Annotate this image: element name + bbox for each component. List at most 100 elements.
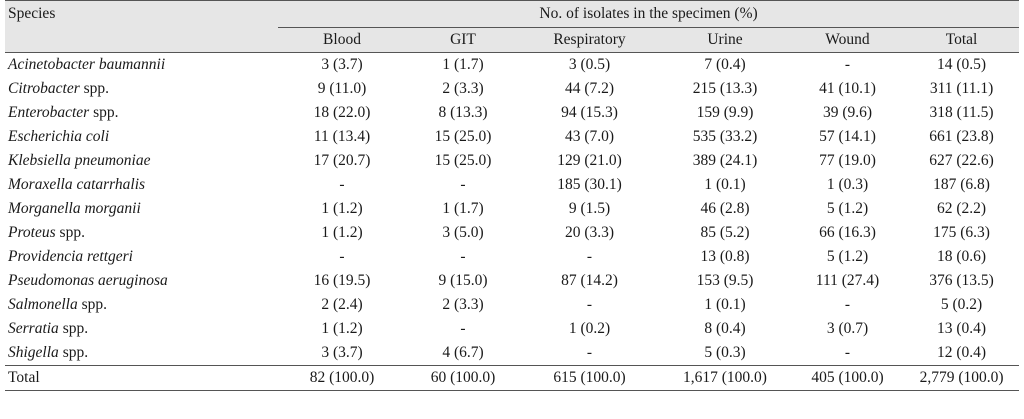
cell-wound: 1 (0.3) [826,176,869,193]
cell-total: 14 (0.5) [937,56,987,73]
cell-total: 318 (11.5) [929,104,994,121]
species-suffix: spp. [58,320,89,337]
cell-urine: 1 (0.1) [704,296,746,313]
cell-respiratory: 87 (14.2) [561,272,618,289]
column-header-total: Total [904,27,1020,53]
column-header-wound: Wound [791,27,904,53]
cell-blood: 18 (22.0) [313,104,371,121]
species-name-cell: Morganella morganii [5,197,278,221]
specimen-group-header: No. of isolates in the specimen (%) [278,0,1020,28]
species-suffix: spp. [55,224,85,241]
species-name-cell: Acinetobacter baumannii [5,53,278,78]
cell-git: 2 (3.3) [442,296,484,313]
cell-total: 62 (2.2) [937,200,987,217]
table-row: Acinetobacter baumannii 3 (3.7) 1 (1.7) 3 (… [5,53,1019,78]
isolates-table: Species No. of isolates in the specimen … [5,0,1020,391]
species-italic-name: Acinetobacter baumannii [8,56,166,73]
cell-git: 8 (13.3) [438,104,488,121]
cell-total: 187 (6.8) [933,176,990,193]
cell-blood: 16 (19.5) [313,272,371,289]
cell-urine: 13 (0.8) [700,248,750,265]
cell-total: 376 (13.5) [929,272,994,289]
species-suffix: spp. [58,344,89,361]
column-header-urine: Urine [659,27,791,53]
cell-urine: 159 (9.9) [696,104,754,121]
cell-blood: 9 (11.0) [317,80,367,97]
table-row: Citrobacter spp. 9 (11.0) 2 (3.3) 44 (7.2) 2… [5,77,1019,101]
cell-git: 2 (3.3) [442,80,484,97]
cell-respiratory: 44 (7.2) [564,80,615,97]
cell-respiratory: 1 (0.2) [568,320,611,337]
species-suffix: spp. [79,80,110,97]
table-row: Escherichia coli 11 (13.4) 15 (25.0) 43 (7.… [5,125,1019,149]
cell-urine: 85 (5.2) [700,224,750,241]
cell-git: 1 (1.7) [442,200,484,217]
species-name-cell: Salmonella spp. [5,293,278,317]
species-name-cell: Shigella spp. [5,341,278,366]
species-italic-name: Proteus [8,224,56,241]
species-italic-name: Escherichia coli [8,128,110,145]
cell-respiratory: 185 (30.1) [557,176,622,193]
total-row: Total 82 (100.0) 60 (100.0) 615 (100.0) 1,61… [5,365,1020,391]
cell-git: 9 (15.0) [438,272,488,289]
table-row: Shigella spp. 3 (3.7) 4 (6.7) - 5 (0.3) - 12 (… [5,341,1019,366]
cell-git: 15 (25.0) [434,152,492,169]
total-label: Total [5,365,278,391]
cell-blood: 2 (2.4) [321,296,363,313]
cell-urine: 1 (0.1) [704,176,746,193]
table-row: Klebsiella pneumoniae 17 (20.7) 15 (25.0) 1… [5,149,1019,173]
cell-wound: 39 (9.6) [822,104,873,121]
cell-git: 3 (5.0) [442,224,484,241]
table-header: Species No. of isolates in the specimen … [5,0,1020,53]
species-name-cell: Serratia spp. [5,317,278,341]
cell-wound: 41 (10.1) [819,80,876,97]
cell-total: 5 (0.2) [940,296,983,313]
species-name-cell: Pseudomonas aeruginosa [5,269,278,293]
table-row: Morganella morganii 1 (1.2) 1 (1.7) 9 (1.5)… [5,197,1019,221]
cell-total: 13 (0.4) [937,320,987,337]
species-italic-name: Serratia [8,320,59,337]
cell-wound: 111 (27.4) [815,272,880,289]
cell-git: 15 (25.0) [434,128,492,145]
total-cell-blood: 82 (100.0) [278,365,406,391]
cell-respiratory: 20 (3.3) [564,224,615,241]
species-italic-name: Shigella [8,344,59,361]
cell-wound: 5 (1.2) [826,200,869,217]
table-row: Serratia spp. 1 (1.2) - 1 (0.2) 8 (0.4) 3 (0.… [5,317,1019,341]
cell-respiratory: 3 (0.5) [568,56,611,73]
cell-urine: 8 (0.4) [704,320,746,337]
cell-blood: 1 (1.2) [321,224,363,241]
table-body: Acinetobacter baumannii 3 (3.7) 1 (1.7) 3 (… [5,53,1020,391]
cell-wound: - [844,344,851,361]
cell-blood: 1 (1.2) [321,320,363,337]
species-italic-name: Citrobacter [8,80,80,97]
cell-urine: 215 (13.3) [692,80,758,97]
total-cell-wound: 405 (100.0) [791,365,904,391]
cell-blood: 11 (13.4) [313,128,371,145]
cell-urine: 5 (0.3) [704,344,746,361]
cell-wound: 77 (19.0) [819,152,876,169]
cell-respiratory: 129 (21.0) [557,152,622,169]
cell-wound: 57 (14.1) [819,128,876,145]
species-name-cell: Klebsiella pneumoniae [5,149,278,173]
cell-blood: 1 (1.2) [321,200,363,217]
cell-respiratory: - [586,248,593,265]
cell-urine: 153 (9.5) [696,272,754,289]
table-row: Salmonella spp. 2 (2.4) 2 (3.3) - 1 (0.1) - 5 … [5,293,1019,317]
cell-respiratory: - [586,296,593,313]
species-italic-name: Providencia rettgeri [8,248,133,265]
cell-blood: - [339,248,345,265]
table-row: Proteus spp. 1 (1.2) 3 (5.0) 20 (3.3) 85 (5.… [5,221,1019,245]
species-name-cell: Citrobacter spp. [5,77,278,101]
cell-respiratory: 43 (7.0) [564,128,615,145]
cell-respiratory: 9 (1.5) [568,200,611,217]
cell-git: - [460,176,466,193]
total-cell-git: 60 (100.0) [406,365,520,391]
cell-respiratory: 94 (15.3) [561,104,618,121]
cell-blood: 3 (3.7) [321,344,363,361]
table-container: Species No. of isolates in the specimen … [5,0,1020,391]
cell-total: 311 (11.1) [929,80,994,97]
species-name-cell: Enterobacter spp. [5,101,278,125]
species-italic-name: Klebsiella pneumoniae [8,152,151,169]
cell-urine: 7 (0.4) [704,56,746,73]
